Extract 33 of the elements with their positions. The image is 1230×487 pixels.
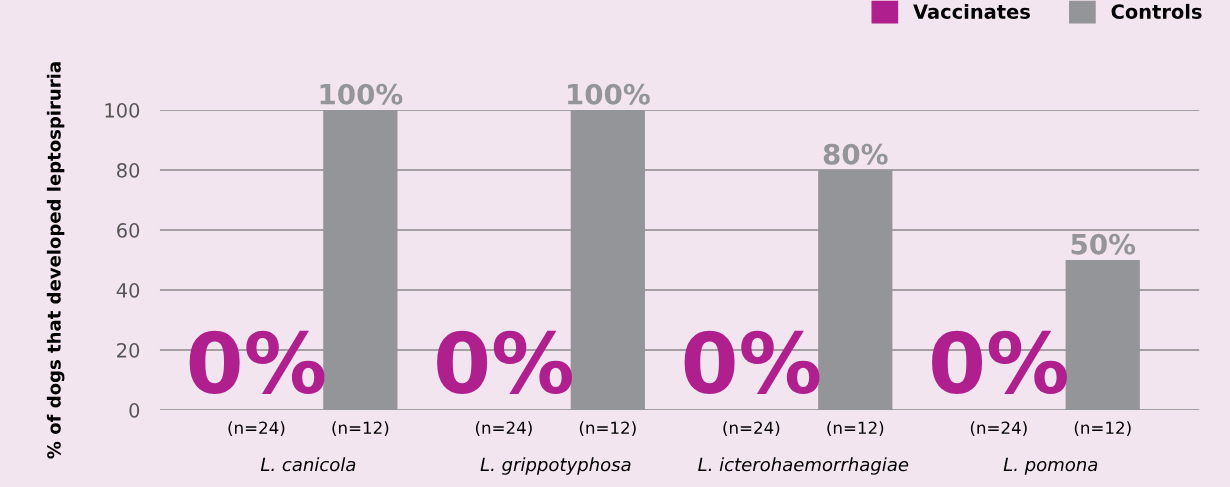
- data-label: 100%: [320, 83, 403, 105]
- data-label: 0%: [932, 330, 1067, 394]
- legend-label: Vaccinates: [913, 3, 1030, 19]
- x-tick-label: L. icterohaemorrhagiae: [698, 457, 909, 475]
- bar: [323, 110, 398, 411]
- annotation: (n=12): [579, 421, 636, 437]
- x-tick-label: L. pomona: [1003, 457, 1098, 475]
- annotation: (n=24): [475, 421, 532, 437]
- annotation: (n=24): [228, 421, 285, 437]
- data-label: 50%: [1071, 233, 1136, 255]
- y-tick-label: 20: [117, 343, 140, 358]
- annotation: (n=12): [1074, 421, 1131, 437]
- annotation: (n=24): [970, 421, 1027, 437]
- x-tick-label: L. canicola: [260, 457, 356, 472]
- y-axis-title: % of dogs that developed leptospiruria: [46, 62, 65, 459]
- data-label: 100%: [568, 83, 650, 105]
- data-label: 0%: [437, 330, 572, 394]
- legend-label: Controls: [1111, 3, 1202, 19]
- annotation: (n=12): [827, 421, 884, 437]
- y-tick-label: 100: [105, 103, 140, 118]
- bar: [1065, 260, 1140, 411]
- y-tick-label: 60: [117, 223, 140, 238]
- y-tick-label: 0: [129, 403, 140, 418]
- annotation: (n=24): [723, 421, 780, 437]
- annotation: (n=12): [332, 421, 389, 437]
- x-tick-label: L. grippotyphosa: [480, 457, 631, 475]
- y-tick-label: 40: [116, 283, 140, 298]
- data-label: 0%: [684, 330, 820, 394]
- y-tick-label: 80: [117, 163, 140, 178]
- bar: [570, 110, 645, 411]
- data-label: 80%: [823, 143, 888, 165]
- data-label: 0%: [189, 330, 325, 394]
- bar: [818, 170, 893, 411]
